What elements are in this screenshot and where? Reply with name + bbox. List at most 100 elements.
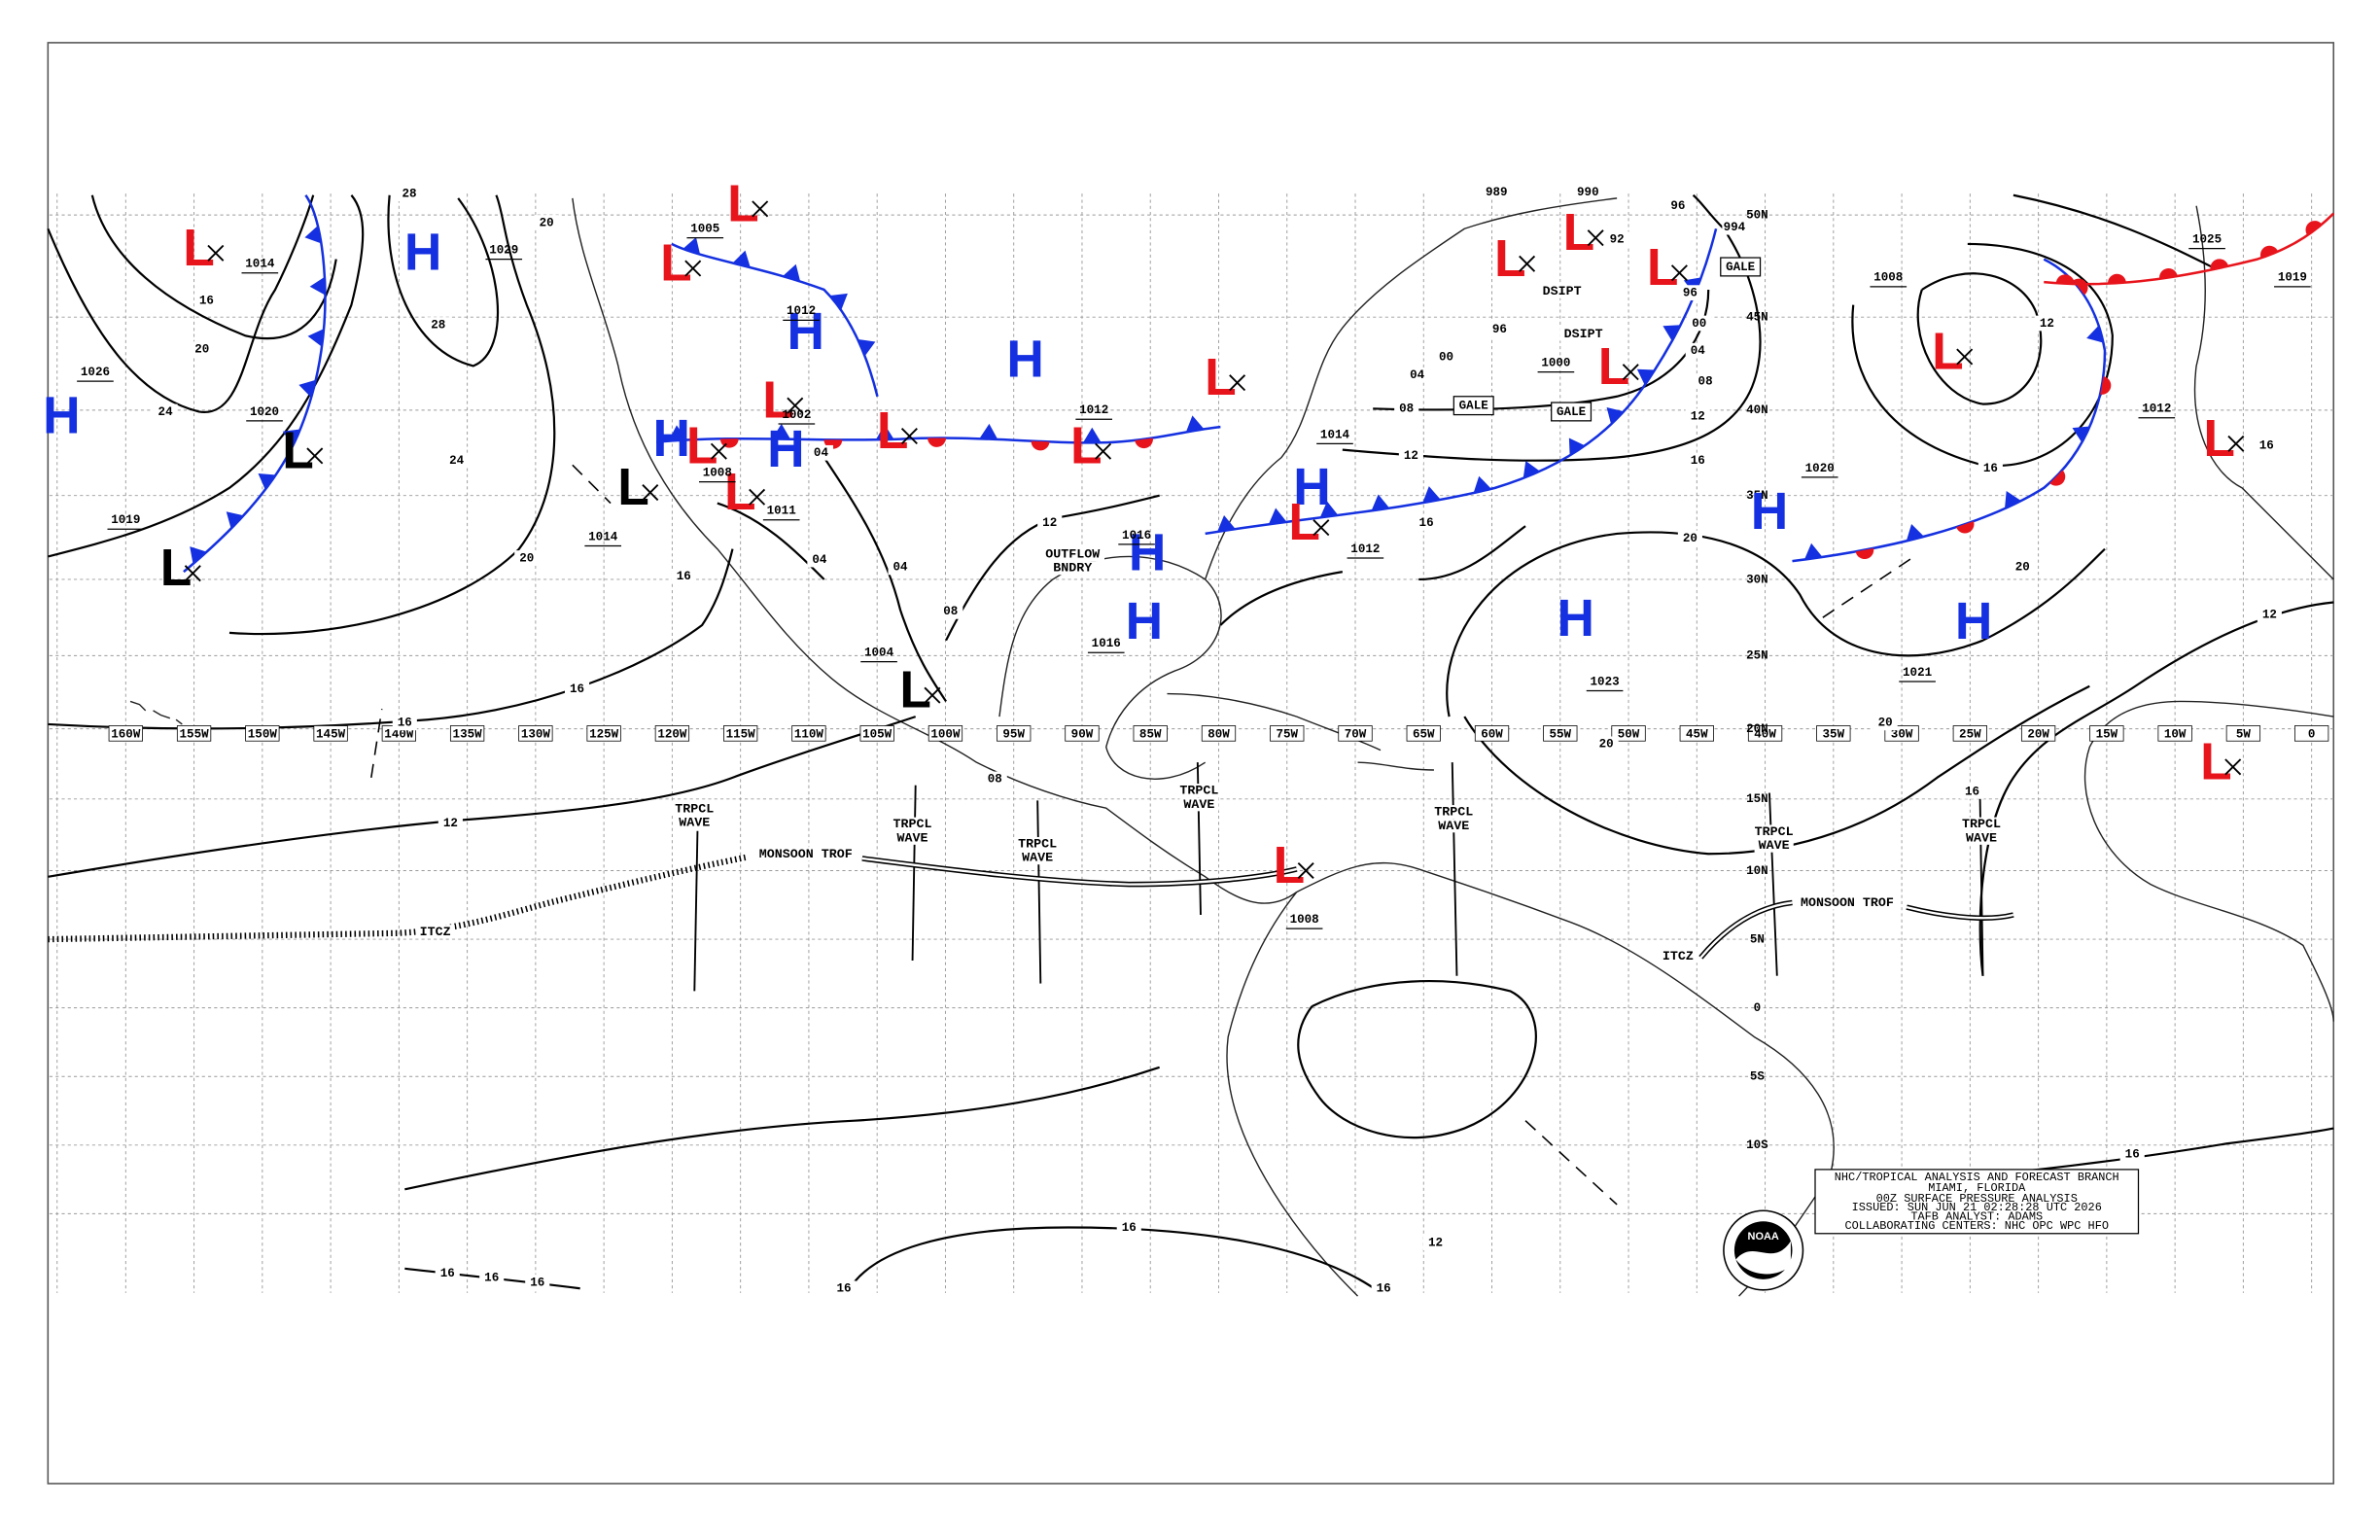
lon-label: 5W: [2236, 727, 2252, 741]
triangle: [307, 329, 325, 347]
isobar: [90, 194, 337, 340]
triangle: [1371, 494, 1390, 511]
tropical-wave: [1768, 792, 1778, 976]
trough: [370, 709, 383, 778]
isobar-value: 12: [1404, 449, 1418, 463]
lon-label: 10W: [2164, 727, 2187, 741]
frame: [47, 42, 2335, 1485]
lat-label: 0: [1754, 1001, 1762, 1015]
semicircle: [2260, 245, 2279, 259]
feature-label: DSIPT: [1564, 328, 1603, 342]
cold-front-symbol: [1906, 523, 1925, 542]
high-center: H: [788, 303, 825, 361]
low-center: L: [1647, 239, 1679, 297]
isobar-value-bg: [397, 186, 422, 202]
isobar: [48, 716, 917, 878]
warm-front-symbol: [2305, 221, 2323, 236]
isobar-value: 04: [1691, 344, 1706, 358]
warm-front-symbol: [1956, 521, 1975, 534]
cold-front: [671, 242, 879, 398]
lon-label-box: [449, 725, 485, 742]
lat-label: 15N: [1746, 792, 1768, 806]
low-center: L: [724, 464, 756, 521]
feature-label: WAVE: [1966, 831, 1997, 846]
feature-label-bg: [752, 847, 858, 861]
lat-label: 35N: [1746, 489, 1768, 503]
cold-front-symbol: [732, 250, 751, 268]
lon-label: 50W: [1618, 727, 1640, 741]
low-center: L: [877, 402, 909, 460]
isobar: [1219, 525, 1526, 626]
feature-label-bg: [1179, 797, 1219, 812]
cold-front-symbol: [1662, 325, 1681, 341]
lon-label: 155W: [180, 727, 210, 741]
cold-front-symbol: [304, 225, 322, 244]
isobar-value-bg: [1677, 530, 1702, 546]
info-box: NHC/TROPICAL ANALYSIS AND FORECAST BRANC…: [1814, 1169, 2140, 1235]
high-center: H: [404, 225, 442, 282]
triangle: [682, 237, 701, 255]
low-center: L: [1932, 323, 1964, 380]
cold-front-symbol: [2086, 325, 2104, 343]
center-pressure: 1016: [1122, 529, 1151, 542]
feature-label-bg: [892, 830, 932, 845]
lon-label-box: [1747, 725, 1783, 742]
info-box-frame: [1814, 1169, 2140, 1235]
low-center: L: [899, 662, 931, 719]
isobar-value-bg: [1484, 184, 1509, 200]
isobar-value-bg: [438, 816, 463, 831]
isobar-value: 20: [194, 342, 209, 356]
lon-label: 35W: [1823, 727, 1845, 741]
center-pressure: 1008: [703, 466, 732, 479]
isobar-value: 04: [814, 446, 829, 460]
isobar: [47, 194, 315, 413]
isobar-value: 08: [1399, 402, 1414, 416]
high-center: H: [653, 410, 691, 468]
isobar-value: 24: [449, 454, 465, 468]
triangle: [1217, 514, 1236, 532]
center-pressure: 1026: [81, 366, 110, 379]
cold-front-symbol: [875, 424, 894, 440]
isobar-value-bg: [444, 452, 470, 469]
low-center: L: [1598, 338, 1630, 396]
isobar-value-bg: [190, 341, 215, 357]
feature-label: TRPCL: [1962, 818, 2001, 832]
center-x: [2227, 435, 2245, 452]
center-pressure: 1016: [1092, 637, 1121, 650]
lon-label-box: [1679, 725, 1714, 742]
isobar-value: 00: [1692, 317, 1706, 331]
low-center: L: [762, 372, 794, 430]
isobar: [1916, 272, 2043, 405]
isobar-value-bg: [2257, 607, 2282, 622]
isobar-value-bg: [1722, 219, 1747, 235]
lat-label: 10N: [1746, 864, 1768, 878]
triangle: [1185, 415, 1205, 433]
trough: [1524, 1120, 1618, 1206]
isobar-value: 20: [519, 551, 534, 565]
isobar-value: 16: [1965, 785, 1979, 798]
low-center: L: [1288, 494, 1320, 551]
feature-label: TRPCL: [1018, 838, 1057, 853]
semicircle: [2305, 221, 2323, 236]
high-center: H: [767, 421, 805, 478]
feature-label-bg: [1794, 895, 1900, 910]
logo-text: NOAA: [1748, 1231, 1779, 1242]
triangle: [1268, 508, 1287, 525]
isobar-value: 16: [1419, 516, 1434, 530]
lon-label-box: [1270, 725, 1305, 742]
lon-label-box: [2020, 725, 2056, 742]
tropical-wave: [693, 830, 699, 992]
isobar: [717, 456, 947, 703]
info-line: NHC/TROPICAL ANALYSIS AND FORECAST BRANC…: [1835, 1171, 2119, 1184]
isobar-value-bg: [2254, 438, 2279, 453]
triangle: [1662, 325, 1681, 341]
isobar-value: 16: [1691, 454, 1705, 468]
lon-label-box: [1065, 725, 1100, 742]
isobar-value: 16: [440, 1267, 455, 1280]
lon-label-box: [1543, 725, 1578, 742]
feature-label: OUTFLOW: [1045, 548, 1100, 563]
semicircle: [2159, 268, 2178, 279]
warm-front-symbol: [928, 438, 946, 447]
lon-label-box: [2089, 725, 2124, 742]
